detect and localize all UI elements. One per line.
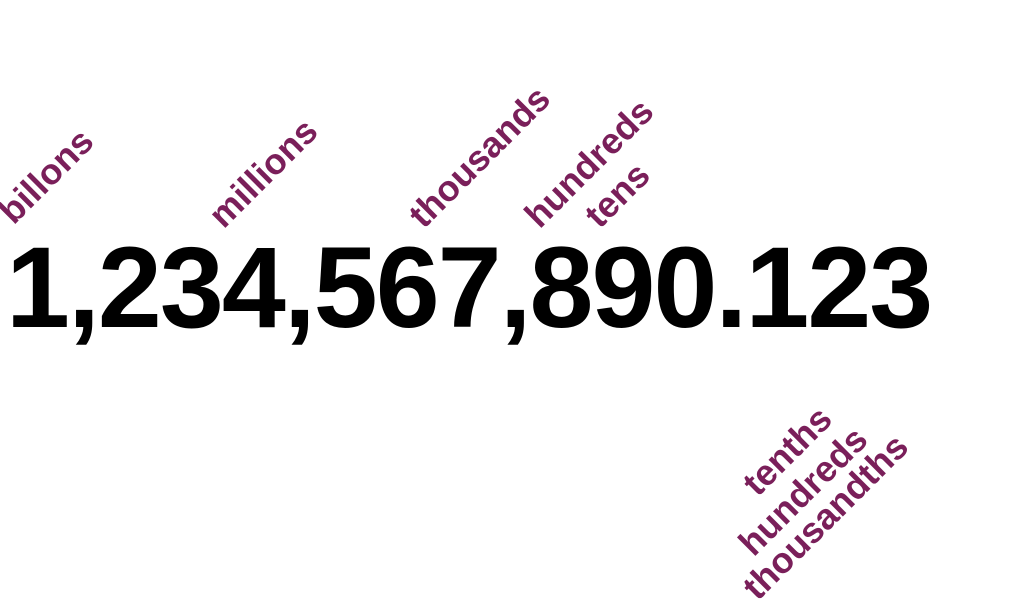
main-number: 1,234,567,890.123: [6, 222, 931, 354]
place-label-billons: billons: [0, 120, 102, 232]
place-label-millions: millions: [200, 110, 326, 236]
